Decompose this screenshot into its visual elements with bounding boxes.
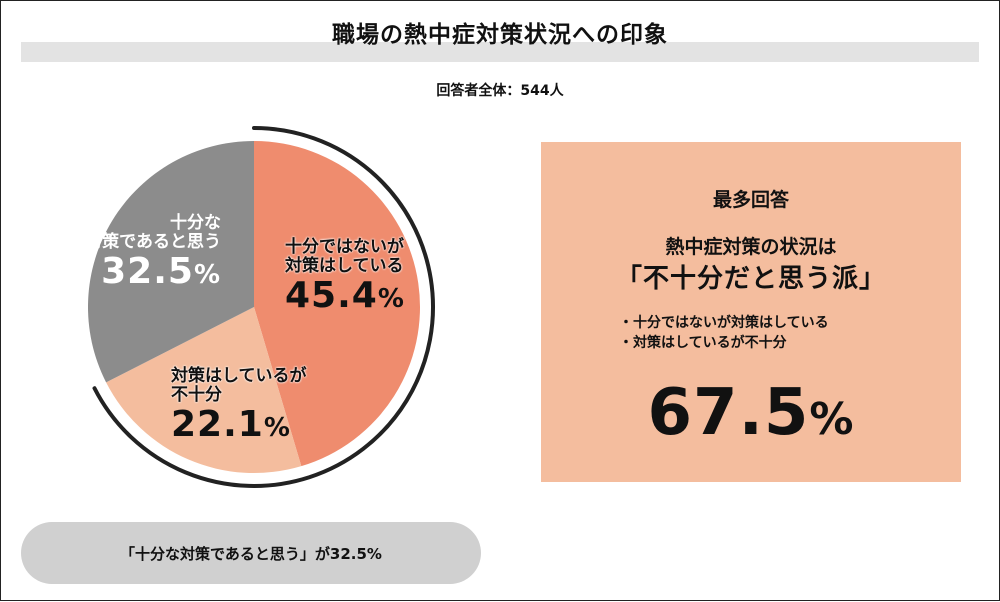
slice-label-sufficient-line2: 対策であると思う: [85, 232, 221, 253]
top-answer-line1: 熱中症対策の状況は: [665, 236, 837, 258]
pie-slice: [106, 307, 302, 473]
top-answer-item: 対策はしているが不十分: [619, 333, 829, 353]
top-answer-value: 67.5%: [541, 376, 961, 450]
slice-value-sufficient-unit: %: [193, 260, 221, 291]
top-answer-value-number: 67.5: [647, 376, 810, 450]
page-title: 職場の熱中症対策状況への印象: [332, 22, 668, 48]
top-answer-line2: 「不十分だと思う派」: [615, 264, 886, 294]
slice-value-not-enough-number: 45.4: [285, 275, 378, 317]
slice-value-insufficient-unit: %: [263, 413, 291, 444]
slice-label-insufficient-line2: 不十分: [171, 385, 222, 406]
top-answer-heading: 最多回答: [712, 189, 789, 211]
title-bar: [21, 42, 979, 62]
pie-slice: [88, 141, 255, 383]
summary-pill: 「十分な対策であると思う」が32.5%: [21, 522, 481, 584]
slice-label-not-enough-line1: 十分ではないが: [285, 237, 404, 257]
top-answer-value-unit: %: [809, 394, 855, 445]
slice-value-sufficient-number: 32.5: [101, 251, 194, 293]
summary-text: 「十分な対策であると思う」が32.5%: [120, 544, 382, 563]
slice-label-sufficient-line1: 十分な: [170, 213, 221, 233]
slice-label-not-enough-line2: 対策はしている: [285, 256, 404, 277]
highlight-arc: [92, 126, 435, 488]
slice-value-sufficient: 32.5%: [57, 251, 221, 293]
slice-label-doing-but-insufficient: 対策はしているが 不十分 22.1%: [171, 366, 307, 446]
slice-label-sufficient: 十分な 対策であると思う 32.5%: [57, 213, 221, 293]
top-answer-items: 十分ではないが対策はしている 対策はしているが不十分: [619, 313, 829, 354]
respondent-count: 回答者全体：544人: [436, 83, 564, 99]
slice-label-not-enough-but-doing: 十分ではないが 対策はしている 45.4%: [285, 237, 405, 317]
pie-slice: [254, 141, 420, 467]
top-answer-item: 十分ではないが対策はしている: [619, 313, 829, 333]
slice-value-not-enough-unit: %: [377, 284, 405, 315]
top-answer-box: 最多回答 熱中症対策の状況は 「不十分だと思う派」 十分ではないが対策はしている…: [541, 142, 961, 482]
slice-value-not-enough: 45.4%: [285, 275, 405, 317]
slice-value-insufficient-number: 22.1: [171, 404, 264, 446]
slice-value-insufficient: 22.1%: [171, 404, 307, 446]
slice-label-insufficient-line1: 対策はしているが: [171, 366, 307, 386]
